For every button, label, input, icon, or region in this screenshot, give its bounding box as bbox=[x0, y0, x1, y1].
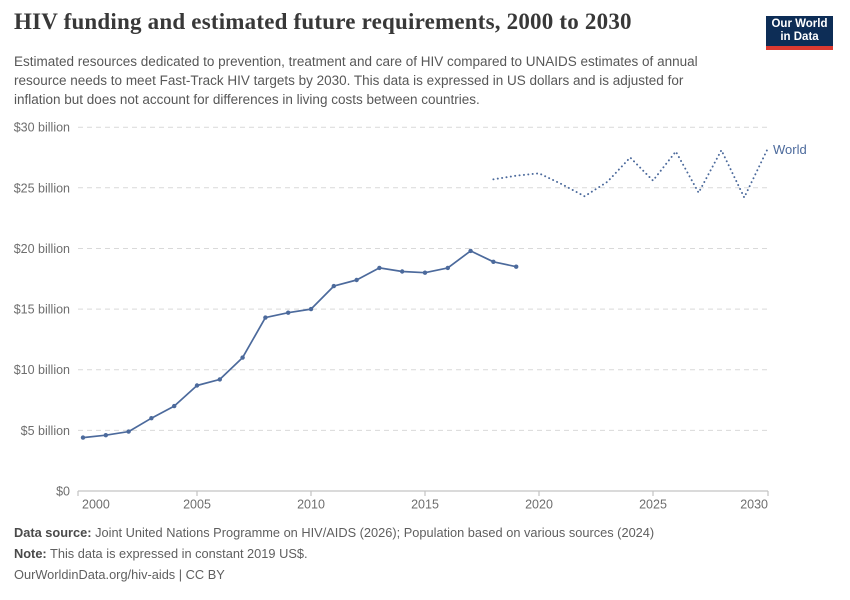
owid-url-link[interactable]: OurWorldinData.org/hiv-aids bbox=[14, 567, 176, 582]
line-chart: $0 $5 billion $10 billion $15 billion $20 bi… bbox=[0, 108, 850, 518]
svg-text:2025: 2025 bbox=[639, 498, 667, 512]
owid-logo-line1: Our World bbox=[771, 18, 828, 30]
data-source-text: Joint United Nations Programme on HIV/AI… bbox=[91, 525, 655, 540]
data-source-line: Data source: Joint United Nations Progra… bbox=[14, 522, 834, 543]
chart-subtitle: Estimated resources dedicated to prevent… bbox=[14, 54, 698, 107]
svg-text:2015: 2015 bbox=[411, 498, 439, 512]
svg-text:$25 billion: $25 billion bbox=[14, 181, 70, 195]
svg-text:World: World bbox=[773, 142, 807, 157]
svg-text:2020: 2020 bbox=[525, 498, 553, 512]
note-line: Note: This data is expressed in constant… bbox=[14, 543, 834, 564]
svg-text:$15 billion: $15 billion bbox=[14, 303, 70, 317]
page-title: HIV funding and estimated future require… bbox=[14, 9, 632, 34]
svg-text:$20 billion: $20 billion bbox=[14, 242, 70, 256]
chart-footer: Data source: Joint United Nations Progra… bbox=[14, 522, 834, 585]
svg-text:2030: 2030 bbox=[740, 498, 768, 512]
svg-text:$30 billion: $30 billion bbox=[14, 121, 70, 135]
svg-text:2000: 2000 bbox=[82, 498, 110, 512]
note-text: This data is expressed in constant 2019 … bbox=[46, 546, 308, 561]
chart-canvas: $0 $5 billion $10 billion $15 billion $20 bi… bbox=[14, 121, 807, 512]
owid-logo-line2: in Data bbox=[780, 31, 819, 43]
data-source-label: Data source: bbox=[14, 525, 92, 540]
svg-text:2010: 2010 bbox=[297, 498, 325, 512]
svg-text:2005: 2005 bbox=[183, 498, 211, 512]
svg-text:$0: $0 bbox=[56, 485, 70, 499]
svg-text:$5 billion: $5 billion bbox=[21, 424, 70, 438]
cc-by-link[interactable]: CC BY bbox=[185, 567, 225, 582]
separator: | bbox=[175, 567, 186, 582]
note-label: Note: bbox=[14, 546, 47, 561]
svg-text:$10 billion: $10 billion bbox=[14, 363, 70, 377]
license-line: OurWorldinData.org/hiv-aids | CC BY bbox=[14, 564, 834, 585]
owid-logo: Our World in Data bbox=[766, 16, 833, 50]
